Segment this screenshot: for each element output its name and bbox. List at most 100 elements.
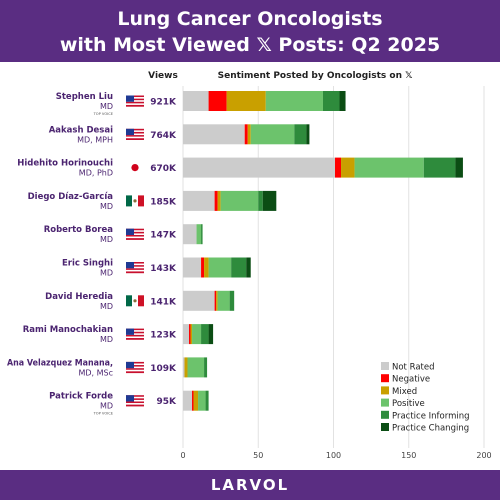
flag-stripe [126,130,144,133]
bar-segment [216,290,218,311]
flag-sun [131,164,139,172]
oncologist-name: Diego Díaz-García [28,192,114,202]
oncologist-credentials: MD, MPH [77,135,113,144]
bar-segment [354,157,424,178]
bar-segment [262,190,277,211]
bar-segment [208,257,232,278]
japan-flag-icon [126,162,144,174]
views-value: 921K [150,98,177,108]
bar-segment [189,324,191,345]
bar-segment [205,390,209,411]
oncologist-name: Patrick Forde [49,392,113,402]
flag-stripe [126,100,144,102]
flag-stripe [126,336,144,339]
bar-segment [258,190,263,211]
legend-label: Mixed [392,387,417,397]
bar-segment [229,290,235,311]
legend: Not Rated Negative Mixed Positive Practice I… [381,362,470,434]
flag-stripe [126,230,144,233]
mexico-flag-icon [126,195,144,207]
flag-stripe [126,399,144,402]
flag-band-red [138,295,144,307]
flag-stripe [126,131,144,134]
oncologist-name: David Heredia [45,292,113,302]
bar-segment [339,91,346,111]
bar-segment [322,91,340,111]
oncologist-name: Hidehito Horinouchi [17,159,113,169]
flag-band-green [126,295,132,307]
flag-canton [126,95,134,102]
oncologist-credentials: MD [100,335,113,344]
flag-stripe [126,101,144,104]
flag-stripe [126,104,144,107]
flag-stripe [126,98,144,101]
bar-segment [208,91,227,111]
bar-segment [192,390,194,411]
flag-stripe [126,363,144,366]
flag-band-green [126,195,132,207]
flag-stripe [126,328,144,331]
flag-canton [126,262,134,269]
legend-label: Not Rated [392,363,434,373]
bar-segment [193,390,199,411]
bar-segment [341,157,355,178]
oncologist-row: Ana Velazquez Manana,MD, MSc 109K [7,358,177,377]
bar-segment [220,190,259,211]
legend-swatch [381,410,389,419]
bar-segment [335,157,342,178]
flag-stripe [126,97,144,99]
flag-stripe [126,263,144,266]
legend-swatch [381,398,389,407]
flag-canton [126,328,134,335]
footer-brand-logo: LARVOL [210,476,290,494]
flag-stripe [126,95,144,98]
flag-stripe [126,369,144,372]
bar-segment [204,357,208,378]
legend-label: Practice Informing [392,411,470,421]
flag-stripe [126,266,144,269]
sentiment-column-header: Sentiment Posted by Oncologists on 𝕏 [218,71,414,81]
views-value: 185K [150,197,177,207]
bar-segment [183,157,336,178]
flag-stripe [126,271,144,274]
bar-segment [265,91,323,111]
flag-stripe [126,395,144,397]
us-flag-icon [126,262,144,274]
title-line-2: with Most Viewed 𝕏 Posts: Q2 2025 [59,34,441,56]
legend-swatch [381,423,389,431]
flag-stripe [126,234,144,237]
flag-stripe [126,103,144,106]
oncologist-credentials: MD [100,269,113,278]
bar-segment [294,124,307,145]
us-flag-icon [126,395,144,407]
bar-segment [217,290,230,311]
bar-segment [204,257,209,278]
flag-stripe [126,361,144,364]
flag-stripe [126,135,144,137]
views-value: 143K [150,264,177,274]
bar-segment [183,124,245,145]
views-value: 147K [150,231,177,241]
flag-emblem [133,199,137,203]
bar-segment [183,324,190,345]
flag-stripe [126,404,144,407]
legend-swatch [381,374,389,383]
oncologist-name: Ana Velazquez Manana, [7,358,113,368]
flag-stripe [126,366,144,369]
flag-band-red [138,195,144,207]
bar-segment [247,124,251,145]
oncologist-credentials: MD [100,202,113,211]
us-flag-icon [126,128,144,140]
bar-segment [184,357,188,378]
views-column-header: Views [148,71,178,81]
top-voice-badge: TOP VOICE [93,412,114,416]
us-flag-icon [126,328,144,340]
oncologist-name: Rami Manochakian [23,325,113,335]
footer-banner: LARVOL [0,470,500,500]
flag-emblem [133,299,137,303]
flag-stripe [126,368,144,370]
